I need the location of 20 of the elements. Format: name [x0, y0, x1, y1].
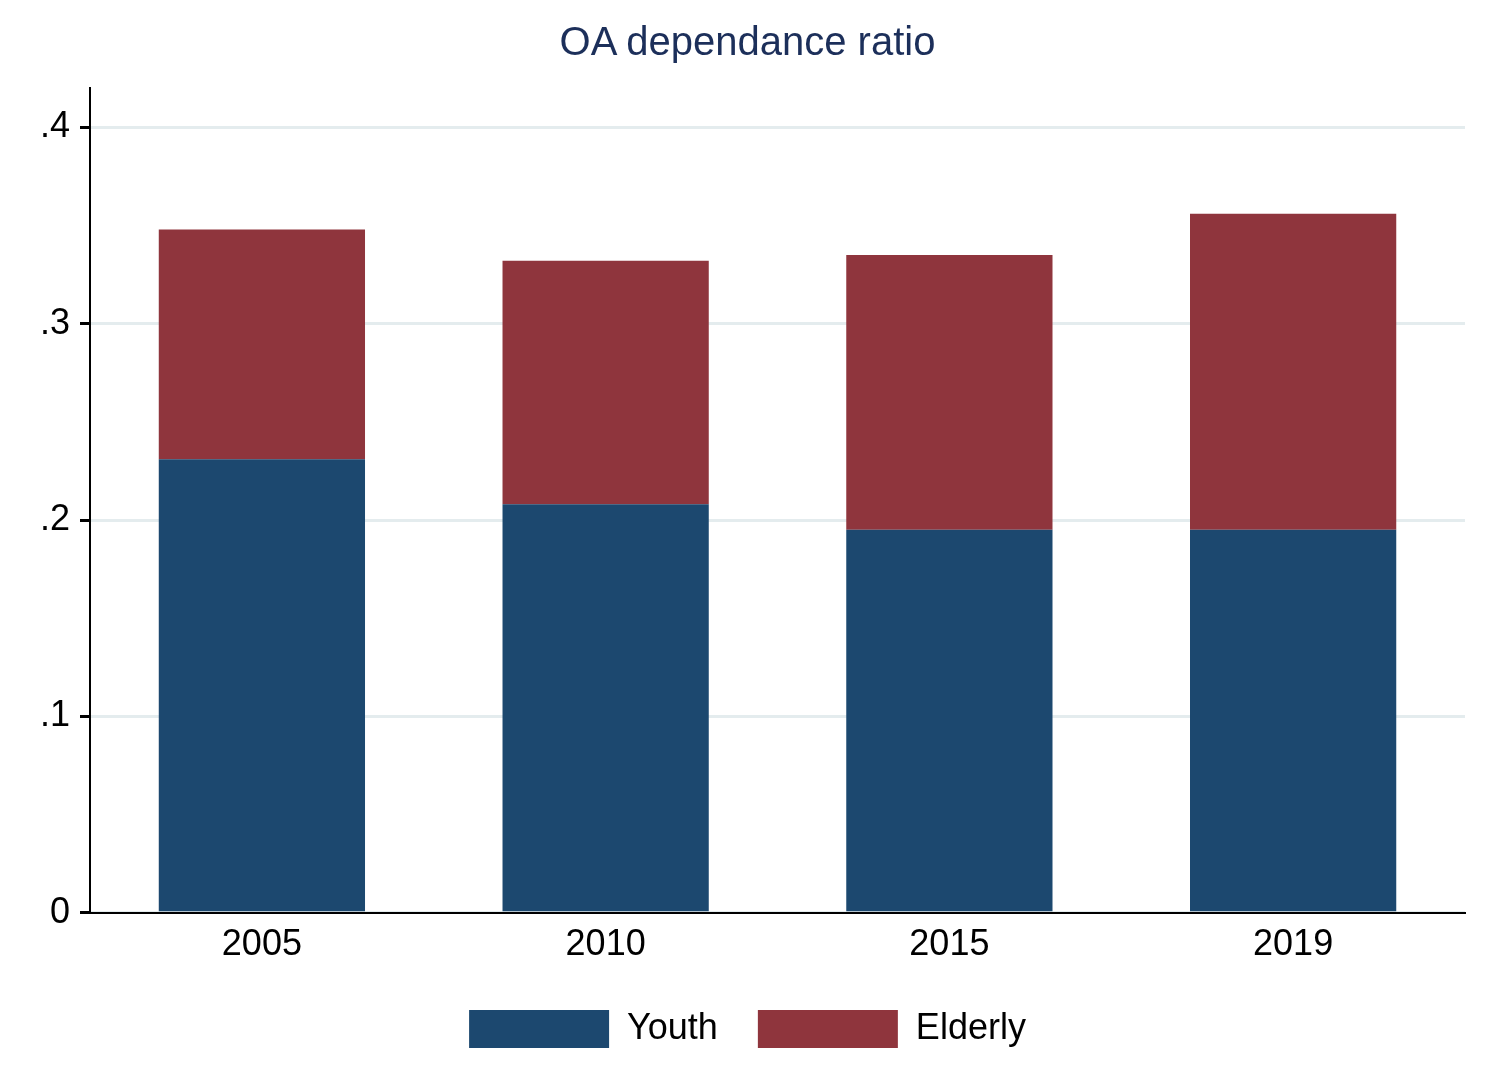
- x-tick-label: 2005: [221, 922, 302, 964]
- bar: [502, 260, 709, 505]
- y-tick-label: .2: [39, 496, 71, 538]
- x-tick-label: 2019: [1253, 922, 1334, 964]
- bar: [502, 504, 709, 912]
- bar: [846, 529, 1053, 912]
- chart-title: OA dependance ratio: [559, 19, 936, 64]
- bar: [1190, 529, 1397, 912]
- y-tick-label: .4: [39, 104, 71, 146]
- bar: [1190, 213, 1397, 530]
- x-tick-label: 2010: [565, 922, 646, 964]
- y-tick-label: 0: [49, 889, 71, 931]
- bar: [158, 229, 366, 460]
- bar: [158, 459, 366, 912]
- bar: [846, 254, 1053, 530]
- y-tick-label: .3: [39, 300, 71, 342]
- x-tick-label: 2015: [909, 922, 990, 964]
- legend-label: Youth: [627, 1005, 718, 1047]
- y-tick-label: .1: [39, 693, 71, 735]
- legend-label: Elderly: [915, 1005, 1026, 1047]
